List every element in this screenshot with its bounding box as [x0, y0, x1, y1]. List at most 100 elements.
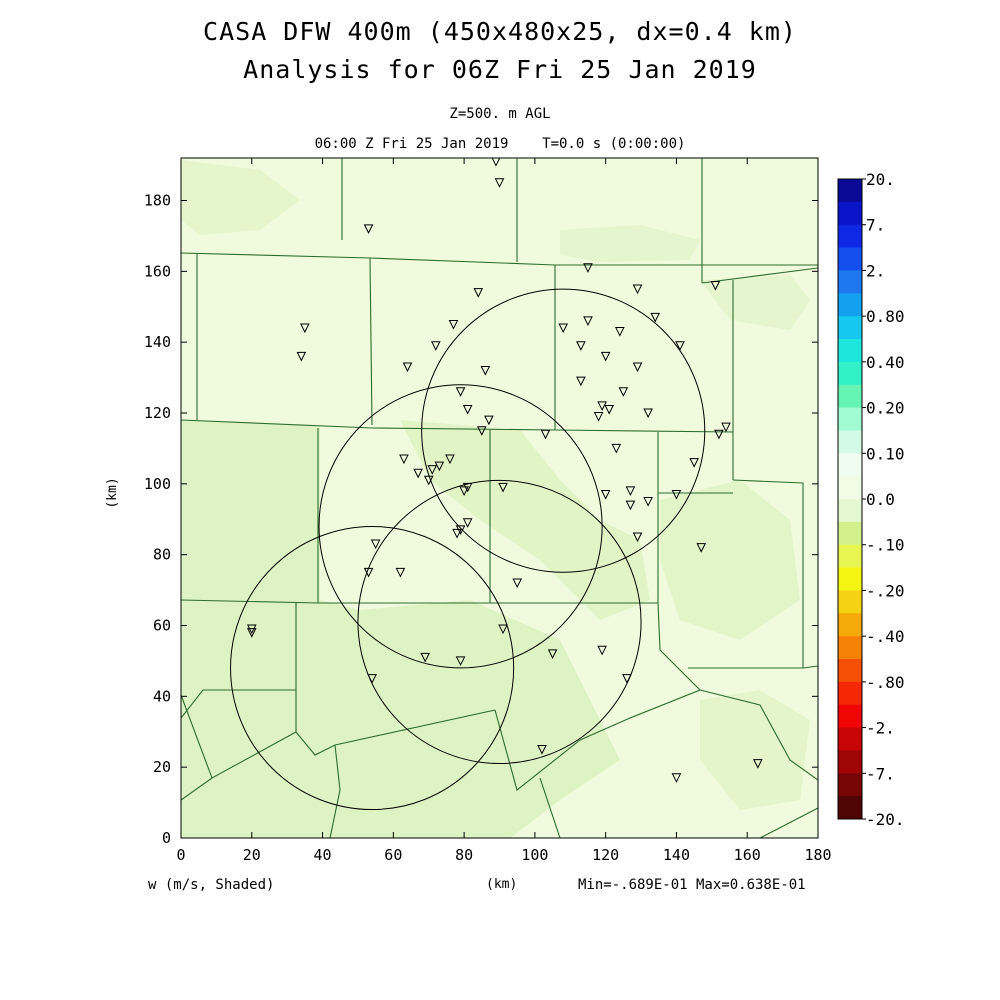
station-marker — [696, 543, 707, 553]
station-marker — [540, 429, 551, 440]
station-marker — [632, 362, 643, 373]
figure-title-line2: Analysis for 06Z Fri 25 Jan 2019 — [243, 55, 757, 84]
time-label: 06:00 Z Fri 25 Jan 2019 T=0.0 s (0:00:00… — [314, 136, 686, 152]
station-marker — [430, 341, 441, 351]
station-marker — [462, 518, 473, 528]
y-tick-label: 160 — [144, 262, 171, 280]
station-marker — [583, 263, 593, 273]
y-axis-label: (km) — [105, 477, 120, 508]
station-marker — [427, 465, 438, 475]
x-tick-label: 160 — [734, 846, 761, 864]
station-marker — [476, 426, 487, 436]
y-tick-label: 0 — [162, 829, 171, 847]
shaded-field — [181, 160, 810, 838]
station-marker — [498, 482, 508, 493]
colorbar-swatch — [838, 659, 862, 683]
station-marker — [600, 489, 611, 500]
colorbar-swatch — [838, 339, 862, 363]
colorbar-swatch — [838, 293, 862, 317]
colorbar-label: 2. — [866, 261, 885, 280]
station-marker — [622, 674, 632, 684]
min-max-stats: Min=-.689E-01 Max=0.638E-01 — [578, 877, 806, 893]
colorbar-label: -.20 — [866, 581, 905, 600]
colorbar-label: -.10 — [866, 536, 905, 555]
station-marker — [455, 525, 466, 535]
x-tick-label: 20 — [243, 846, 261, 864]
station-marker — [434, 461, 445, 472]
colorbar-swatch — [838, 796, 862, 820]
station-marker — [445, 454, 455, 465]
colorbar-label: 0.80 — [866, 307, 905, 326]
station-marker — [420, 652, 430, 663]
y-tick-label: 180 — [144, 192, 171, 210]
station-marker — [547, 649, 558, 659]
station-marker — [399, 454, 409, 465]
station-marker — [576, 376, 586, 387]
negative-w-region — [700, 690, 810, 810]
colorbar-label: -.80 — [866, 673, 905, 692]
radar-range-ring — [421, 288, 706, 573]
station-marker — [625, 486, 636, 497]
colorbar-label: 0.0 — [866, 490, 895, 509]
station-marker — [448, 319, 459, 330]
colorbar-label: -7. — [866, 764, 895, 783]
colorbar-swatch — [838, 521, 862, 546]
station-marker — [491, 158, 501, 167]
colorbar-swatch — [838, 201, 862, 226]
station-marker — [615, 327, 625, 337]
x-tick-label: 60 — [384, 846, 402, 864]
y-tick-label: 60 — [153, 617, 171, 635]
colorbar-swatch — [838, 430, 862, 454]
colorbar-swatch — [838, 179, 862, 203]
negative-w-region — [660, 480, 800, 640]
radar-range-ring — [230, 525, 515, 811]
colorbar-label: -.40 — [866, 627, 905, 646]
colorbar-swatch — [838, 567, 862, 591]
colorbar-swatch — [838, 750, 862, 774]
station-marker — [462, 404, 473, 415]
station-marker — [600, 351, 611, 362]
colorbar-swatch — [838, 590, 862, 614]
colorbar-swatch — [838, 499, 862, 523]
station-marker — [583, 316, 593, 327]
y-tick-label: 20 — [153, 758, 171, 776]
negative-w-region — [181, 160, 300, 235]
station-marker — [558, 323, 569, 334]
x-tick-label: 0 — [176, 846, 185, 864]
station-marker — [593, 412, 604, 422]
station-marker — [753, 759, 763, 769]
station-marker — [480, 366, 491, 376]
station-marker — [246, 628, 257, 638]
x-axis: 0 20 40 60 80 100 120 140 160 180 — [176, 158, 832, 864]
colorbar-swatch — [838, 476, 862, 500]
radar-range-rings — [230, 288, 706, 811]
negative-w-region — [700, 275, 810, 330]
x-tick-label: 40 — [314, 846, 332, 864]
x-tick-label: 120 — [592, 846, 619, 864]
colorbar-swatch — [838, 544, 862, 569]
plot-frame — [180, 157, 819, 839]
station-marker — [689, 458, 699, 468]
station-marker — [671, 773, 682, 783]
colorbar-swatch — [838, 704, 862, 729]
colorbar-swatch — [838, 407, 862, 431]
station-marker — [604, 404, 615, 415]
station-marker — [300, 323, 310, 334]
station-marker — [455, 656, 466, 667]
station-marker — [710, 281, 721, 291]
station-marker — [512, 578, 523, 589]
x-tick-label: 100 — [521, 846, 548, 864]
colorbar-label: -20. — [866, 810, 905, 829]
variable-label: w (m/s, Shaded) — [148, 877, 275, 893]
station-marker — [671, 489, 682, 500]
station-marker — [618, 387, 629, 397]
station-marker — [363, 567, 374, 578]
x-tick-label: 80 — [455, 846, 473, 864]
station-marker — [632, 532, 643, 543]
colorbar-label: 20. — [866, 170, 895, 189]
y-tick-label: 40 — [153, 687, 171, 705]
station-marker — [363, 224, 374, 234]
colorbar-swatch — [838, 727, 862, 751]
station-marker — [597, 645, 607, 656]
